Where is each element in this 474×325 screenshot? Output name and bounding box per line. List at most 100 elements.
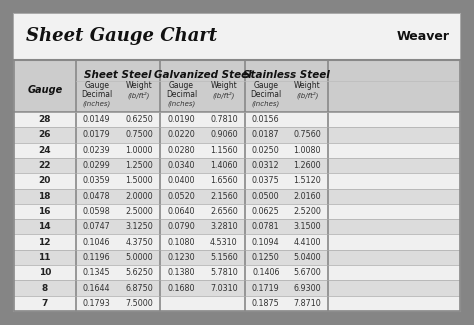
Bar	[14, 219, 460, 234]
Text: 0.0149: 0.0149	[83, 115, 110, 124]
Text: 0.0400: 0.0400	[168, 176, 195, 185]
Text: 0.1345: 0.1345	[83, 268, 110, 277]
Text: 5.7810: 5.7810	[210, 268, 238, 277]
Text: 0.9060: 0.9060	[210, 130, 237, 139]
Text: 1.2600: 1.2600	[293, 161, 321, 170]
Text: 0.1250: 0.1250	[252, 253, 280, 262]
Text: (lb/ft²): (lb/ft²)	[213, 91, 235, 98]
Text: 0.0598: 0.0598	[83, 207, 110, 216]
Text: 0.1046: 0.1046	[83, 238, 110, 247]
Text: 24: 24	[38, 146, 51, 155]
Text: 6.8750: 6.8750	[125, 283, 153, 292]
Bar	[14, 143, 460, 158]
Text: Sheet Steel: Sheet Steel	[84, 70, 152, 80]
Text: 0.1793: 0.1793	[83, 299, 110, 308]
Text: 1.4060: 1.4060	[210, 161, 237, 170]
Bar	[14, 204, 460, 219]
Bar	[14, 127, 460, 143]
Text: 0.0179: 0.0179	[83, 130, 110, 139]
Text: 0.0478: 0.0478	[83, 192, 110, 201]
Text: 0.0299: 0.0299	[83, 161, 110, 170]
Text: 0.1644: 0.1644	[83, 283, 110, 292]
Text: 3.1250: 3.1250	[125, 222, 153, 231]
Text: 12: 12	[38, 238, 51, 247]
Text: 0.0250: 0.0250	[252, 146, 280, 155]
Text: 0.6250: 0.6250	[125, 115, 153, 124]
Text: 7.0310: 7.0310	[210, 283, 237, 292]
Text: 28: 28	[38, 115, 51, 124]
Text: 0.1080: 0.1080	[168, 238, 195, 247]
Text: Weight: Weight	[294, 82, 320, 90]
Text: 0.0747: 0.0747	[83, 222, 110, 231]
Text: 0.1719: 0.1719	[252, 283, 280, 292]
Text: 0.0190: 0.0190	[168, 115, 195, 124]
Text: 0.0312: 0.0312	[252, 161, 280, 170]
Text: 10: 10	[38, 268, 51, 277]
Text: 2.6560: 2.6560	[210, 207, 238, 216]
Bar	[14, 234, 460, 250]
Text: (inches): (inches)	[167, 100, 196, 107]
Text: (inches): (inches)	[252, 100, 280, 107]
Bar	[14, 112, 460, 127]
Text: 0.0500: 0.0500	[252, 192, 280, 201]
Text: 2.5200: 2.5200	[293, 207, 321, 216]
Text: 5.6250: 5.6250	[125, 268, 153, 277]
Bar	[14, 14, 460, 60]
Text: Gauge: Gauge	[253, 82, 278, 90]
Text: 7: 7	[42, 299, 48, 308]
Text: 0.0375: 0.0375	[252, 176, 280, 185]
Text: 2.5000: 2.5000	[125, 207, 153, 216]
Text: 2.0000: 2.0000	[125, 192, 153, 201]
Text: Weight: Weight	[126, 82, 153, 90]
Text: (lb/ft²): (lb/ft²)	[128, 91, 150, 98]
Text: 20: 20	[38, 176, 51, 185]
Text: Weight: Weight	[210, 82, 237, 90]
Bar	[14, 250, 460, 265]
Text: 0.0520: 0.0520	[168, 192, 195, 201]
Text: Decimal: Decimal	[166, 90, 197, 99]
Bar	[14, 158, 460, 173]
Text: Gauge: Gauge	[84, 82, 109, 90]
Text: 5.0000: 5.0000	[125, 253, 153, 262]
Text: 0.0625: 0.0625	[252, 207, 280, 216]
Text: 0.1196: 0.1196	[83, 253, 110, 262]
Text: 3.2810: 3.2810	[210, 222, 237, 231]
Text: 2.1560: 2.1560	[210, 192, 238, 201]
Text: Sheet Gauge Chart: Sheet Gauge Chart	[26, 27, 217, 45]
Text: 5.1560: 5.1560	[210, 253, 238, 262]
Text: 0.1230: 0.1230	[168, 253, 195, 262]
Text: 0.0781: 0.0781	[252, 222, 280, 231]
Text: 0.0359: 0.0359	[83, 176, 110, 185]
Text: 1.0080: 1.0080	[293, 146, 321, 155]
Text: 0.1380: 0.1380	[168, 268, 195, 277]
Text: 0.0187: 0.0187	[252, 130, 280, 139]
Text: 0.7560: 0.7560	[293, 130, 321, 139]
Text: 22: 22	[38, 161, 51, 170]
Bar	[14, 60, 460, 112]
Text: Gauge: Gauge	[169, 82, 194, 90]
Text: 5.6700: 5.6700	[293, 268, 321, 277]
Text: Weaver: Weaver	[397, 30, 450, 43]
Text: Decimal: Decimal	[81, 90, 112, 99]
Text: 0.1094: 0.1094	[252, 238, 280, 247]
Text: 0.1406: 0.1406	[252, 268, 280, 277]
Bar	[14, 173, 460, 188]
Text: 8: 8	[42, 283, 48, 292]
Text: 7.5000: 7.5000	[125, 299, 153, 308]
Text: 4.3750: 4.3750	[125, 238, 153, 247]
Text: 5.0400: 5.0400	[293, 253, 321, 262]
Text: 16: 16	[38, 207, 51, 216]
Text: 0.7810: 0.7810	[210, 115, 237, 124]
Text: 4.5310: 4.5310	[210, 238, 237, 247]
Text: 3.1500: 3.1500	[293, 222, 321, 231]
Text: 0.0640: 0.0640	[168, 207, 195, 216]
Text: 0.0239: 0.0239	[83, 146, 110, 155]
Text: 0.0340: 0.0340	[168, 161, 195, 170]
Text: (inches): (inches)	[82, 100, 111, 107]
Bar	[14, 188, 460, 204]
Text: 1.1560: 1.1560	[210, 146, 237, 155]
Text: Stainless Steel: Stainless Steel	[243, 70, 330, 80]
Text: 0.0790: 0.0790	[168, 222, 195, 231]
Text: 1.5120: 1.5120	[293, 176, 321, 185]
Text: Decimal: Decimal	[250, 90, 282, 99]
